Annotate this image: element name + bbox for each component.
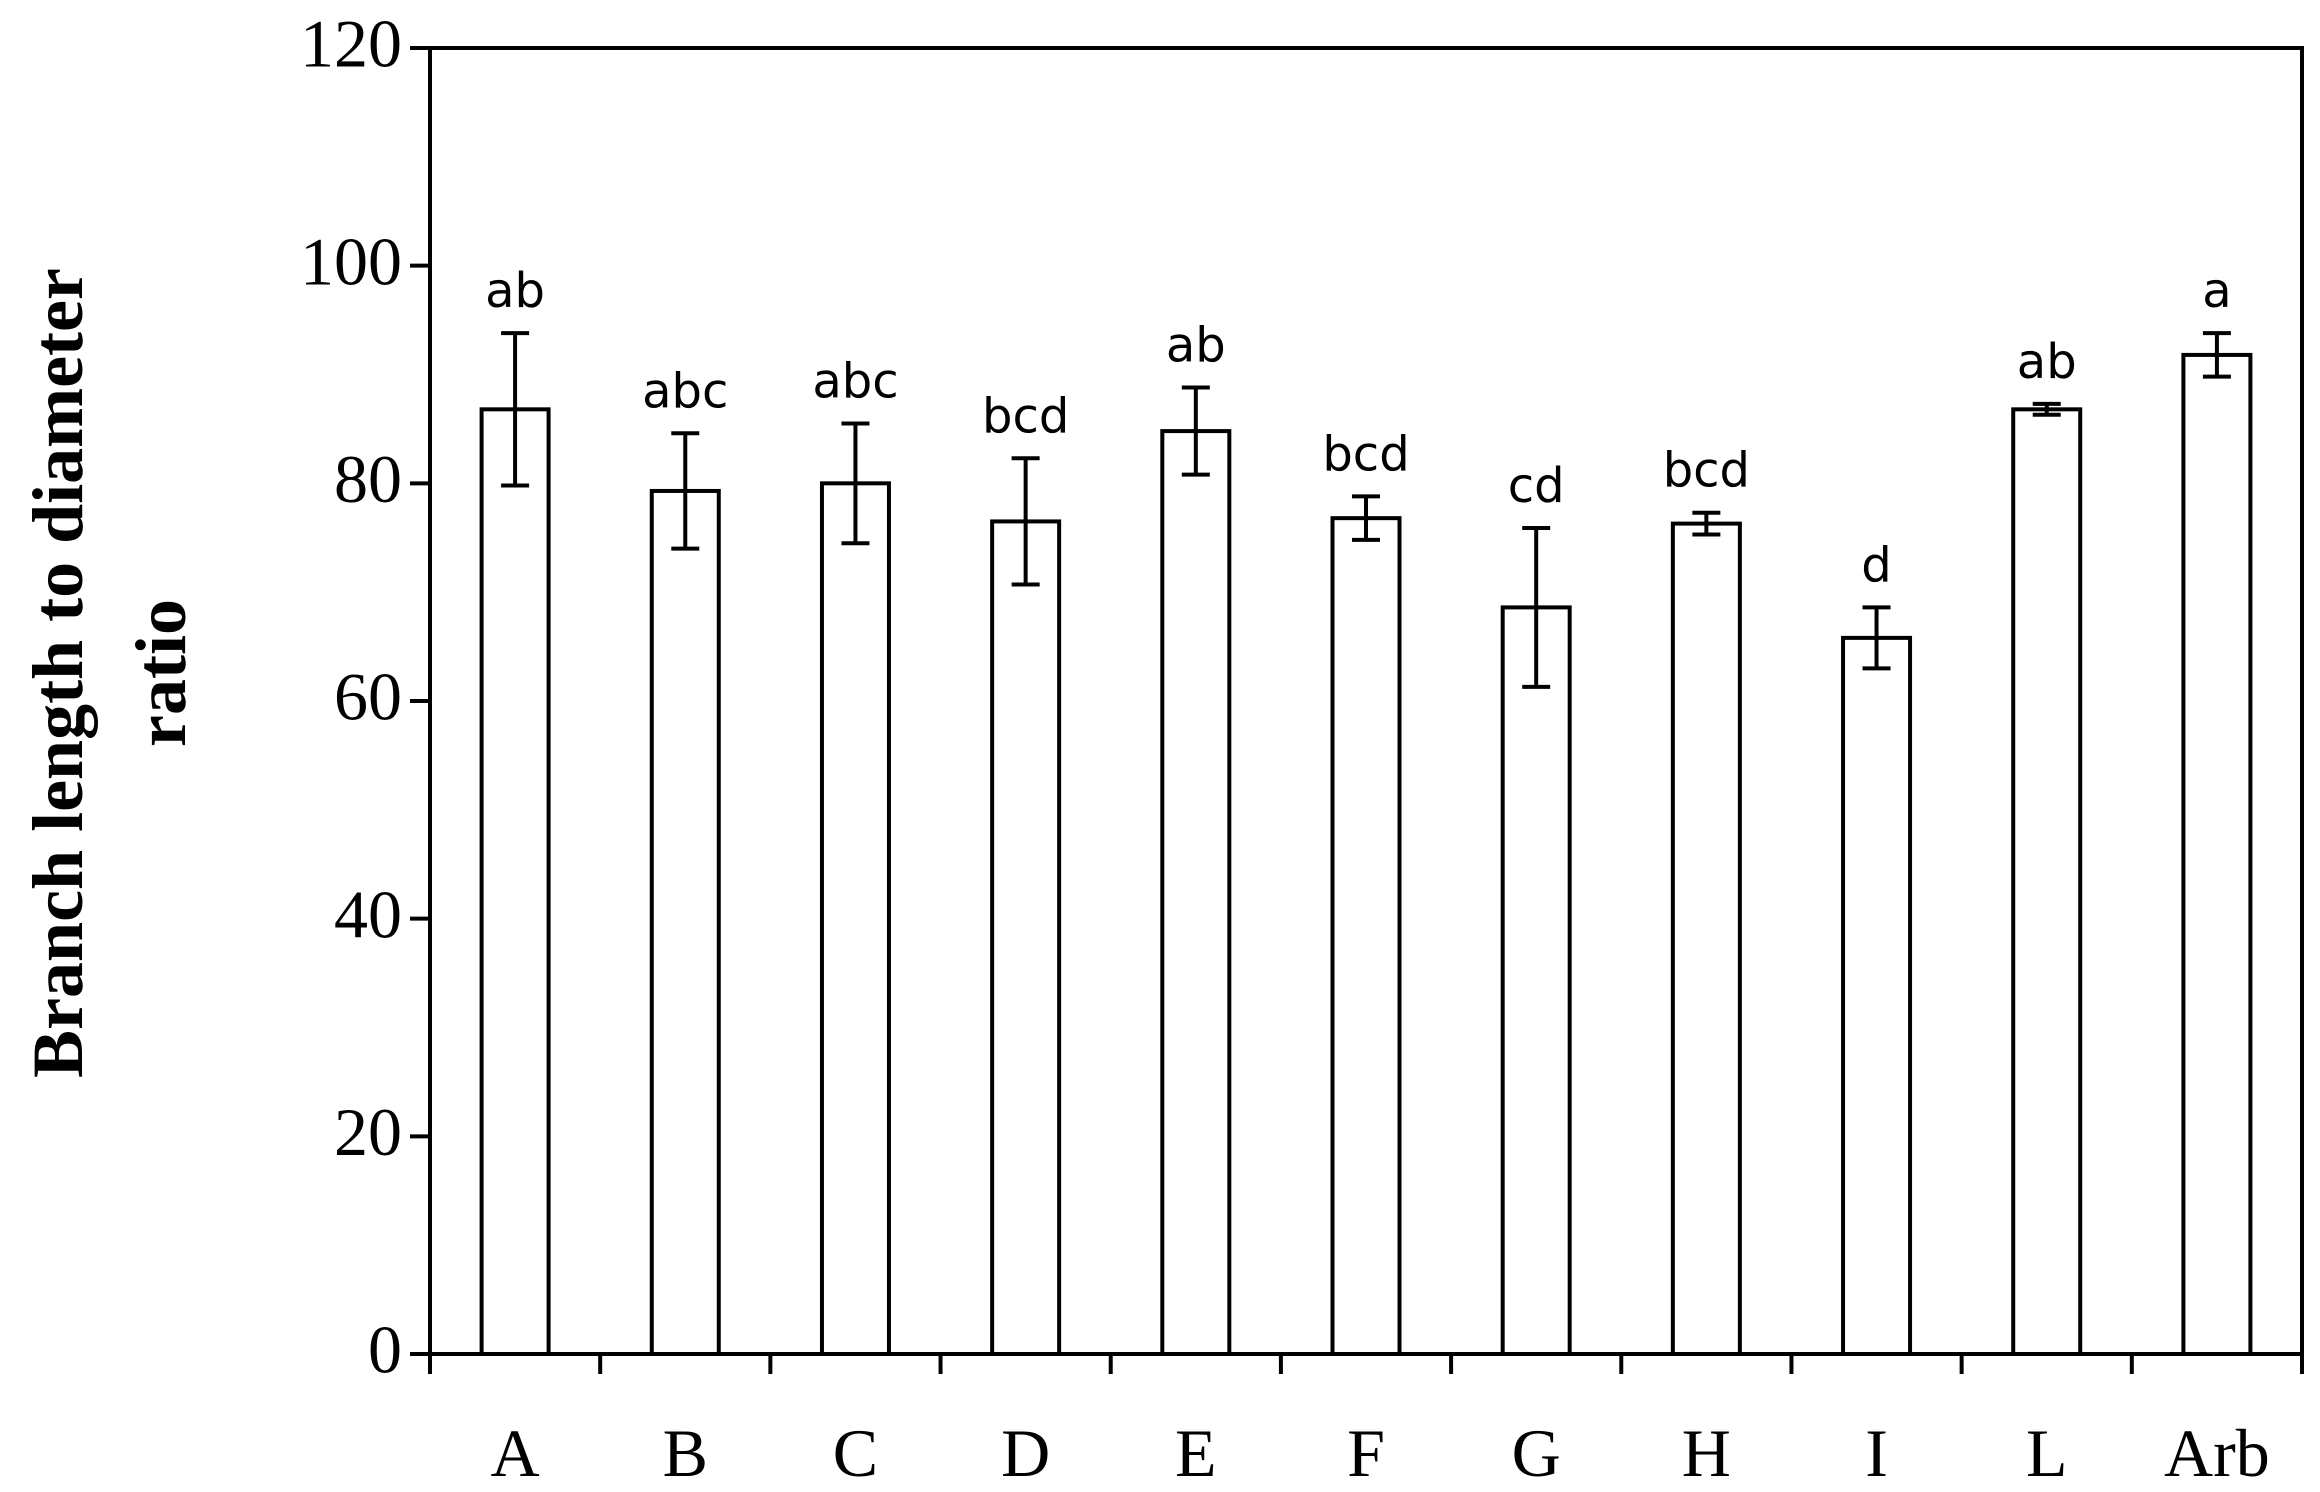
error-bar [841, 421, 870, 546]
x-tick-label: A [491, 1415, 540, 1491]
bar [1500, 605, 1572, 1356]
error-bar [501, 331, 530, 488]
bar [990, 519, 1062, 1356]
y-axis: 0 20 40 60 80 100 120 [300, 6, 430, 1388]
x-tick-label: C [833, 1415, 878, 1491]
bar [1841, 635, 1913, 1356]
error-bar [1862, 605, 1891, 671]
error-bar [2032, 401, 2061, 417]
y-axis-label-line-2: ratio [121, 599, 201, 747]
significance-label: bcd [1322, 426, 1409, 482]
x-axis: A B C D E F G H I L Arb [428, 1354, 2304, 1491]
significance-label: a [2202, 263, 2231, 319]
significance-label: abc [642, 363, 728, 419]
bar [2011, 407, 2083, 1356]
y-tick-label: 40 [334, 876, 402, 952]
y-tick-label: 60 [334, 659, 402, 735]
y-tick-label: 80 [334, 441, 402, 517]
bar [1160, 429, 1232, 1356]
error-bar [1522, 525, 1551, 689]
bar [1330, 516, 1402, 1356]
y-tick-label: 0 [368, 1312, 402, 1388]
y-tick-label: 120 [300, 6, 402, 82]
significance-label: abc [812, 353, 898, 409]
significance-label: cd [1508, 458, 1565, 514]
bar [649, 488, 721, 1356]
significance-label: bcd [1663, 443, 1750, 499]
error-bar [2202, 331, 2231, 379]
bars: ab abc abc bcd ab bcd cd bcd d ab a [479, 263, 2253, 1357]
significance-label: ab [2017, 334, 2077, 390]
significance-label: bcd [982, 388, 1069, 444]
y-axis-title: Branch length to diameter ratio [18, 268, 201, 1078]
significance-label: d [1861, 537, 1891, 593]
x-tick-label: L [2026, 1415, 2068, 1491]
x-tick-label: D [1001, 1415, 1050, 1491]
bar [2181, 352, 2253, 1357]
significance-label: ab [485, 263, 545, 319]
significance-label: ab [1166, 318, 1226, 374]
y-axis-label-line-1: Branch length to diameter [18, 268, 98, 1078]
error-bar [1692, 510, 1721, 537]
x-tick-label: G [1512, 1415, 1561, 1491]
error-bar [1011, 456, 1040, 587]
y-tick-label: 20 [334, 1094, 402, 1170]
x-tick-label: E [1175, 1415, 1217, 1491]
bar [479, 407, 551, 1356]
x-tick-label: H [1682, 1415, 1731, 1491]
error-bar [1181, 385, 1210, 477]
error-bar [671, 431, 700, 551]
y-tick-label: 100 [300, 223, 402, 299]
x-tick-label: Arb [2164, 1415, 2270, 1491]
x-tick-label: F [1347, 1415, 1385, 1491]
bar [819, 481, 891, 1357]
error-bar [1352, 494, 1380, 542]
x-tick-label: B [663, 1415, 708, 1491]
x-tick-label: I [1865, 1415, 1888, 1491]
bar [1670, 521, 1742, 1356]
